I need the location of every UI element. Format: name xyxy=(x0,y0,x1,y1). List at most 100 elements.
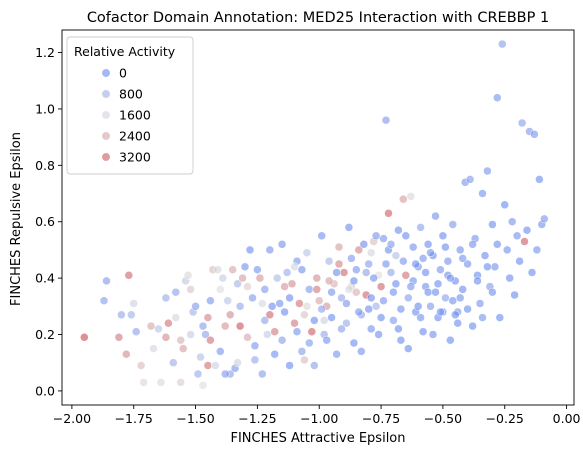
data-point xyxy=(502,245,512,255)
data-point xyxy=(183,271,193,280)
data-point xyxy=(406,192,416,201)
data-point xyxy=(302,248,312,257)
data-point xyxy=(250,355,260,365)
data-point xyxy=(275,299,284,308)
legend-label: 800 xyxy=(119,87,143,102)
data-point xyxy=(193,369,203,379)
data-point xyxy=(354,245,364,255)
data-point xyxy=(451,310,460,320)
data-point xyxy=(270,327,279,336)
legend-marker xyxy=(101,89,111,99)
data-point xyxy=(495,313,505,322)
data-point xyxy=(468,240,477,249)
data-point xyxy=(431,287,440,297)
data-point xyxy=(265,310,275,320)
data-point xyxy=(376,282,386,291)
data-point xyxy=(102,276,111,286)
data-point xyxy=(191,302,200,311)
points-layer xyxy=(80,39,549,390)
data-point xyxy=(465,175,475,184)
data-point xyxy=(357,347,366,356)
data-point xyxy=(327,287,336,297)
data-point xyxy=(352,287,361,297)
data-point xyxy=(243,282,252,291)
data-point xyxy=(272,273,282,283)
data-point xyxy=(413,302,423,311)
y-tick-label: 0.4 xyxy=(35,271,55,286)
data-point xyxy=(277,335,287,345)
y-tick-label: 0.2 xyxy=(35,327,55,342)
data-point xyxy=(317,304,326,314)
data-point xyxy=(366,248,376,257)
data-point xyxy=(463,259,472,269)
data-point xyxy=(127,310,136,320)
data-point xyxy=(483,166,492,176)
data-point xyxy=(146,321,156,331)
legend-label: 0 xyxy=(119,66,127,81)
data-point xyxy=(443,256,453,266)
data-point xyxy=(446,273,455,283)
data-point xyxy=(211,361,220,370)
data-point xyxy=(344,223,354,232)
data-point xyxy=(384,209,393,218)
data-point xyxy=(436,307,445,317)
data-point xyxy=(129,299,138,308)
data-point xyxy=(391,251,401,260)
data-point xyxy=(364,304,373,314)
data-point xyxy=(332,268,341,277)
data-point xyxy=(386,268,396,277)
data-point xyxy=(198,321,208,331)
data-point xyxy=(458,285,467,294)
data-point xyxy=(310,316,319,325)
data-point xyxy=(255,273,265,283)
data-point xyxy=(379,234,388,243)
data-point xyxy=(233,279,242,289)
data-point xyxy=(238,273,247,283)
data-point xyxy=(488,220,497,229)
data-point xyxy=(280,307,289,317)
data-point xyxy=(515,256,524,266)
data-point xyxy=(381,259,391,269)
data-point xyxy=(463,304,472,314)
data-point xyxy=(245,245,255,255)
data-point xyxy=(369,273,378,283)
plot-frame xyxy=(61,29,575,406)
data-point xyxy=(282,268,292,277)
data-point xyxy=(307,327,317,336)
data-point xyxy=(386,240,396,249)
data-point xyxy=(297,265,307,274)
data-point xyxy=(418,327,428,336)
data-point xyxy=(198,381,208,390)
data-point xyxy=(416,223,425,232)
data-point xyxy=(216,347,225,356)
data-point xyxy=(401,271,411,280)
data-point xyxy=(223,296,232,305)
data-point xyxy=(319,316,329,325)
data-point xyxy=(448,296,458,305)
data-point xyxy=(426,248,435,257)
data-point xyxy=(530,130,539,139)
y-axis-label: FINCHES Repulsive Epsilon xyxy=(9,132,24,306)
data-point xyxy=(156,378,166,387)
data-point xyxy=(292,327,302,336)
data-point xyxy=(399,256,408,266)
y-axis: 0.0 0.2 0.4 0.6 0.8 1.0 1.2 xyxy=(35,45,62,398)
data-point xyxy=(322,335,331,345)
data-point xyxy=(458,254,467,263)
data-point xyxy=(203,313,213,322)
data-point xyxy=(366,293,376,303)
x-tick-label: 0.00 xyxy=(553,411,581,426)
data-point xyxy=(164,318,173,328)
data-point xyxy=(522,225,532,235)
data-point xyxy=(280,282,289,291)
data-point xyxy=(248,293,257,303)
data-point xyxy=(235,302,245,311)
data-point xyxy=(505,273,514,283)
data-point xyxy=(342,318,351,328)
legend-marker xyxy=(101,131,111,141)
data-point xyxy=(317,231,326,241)
data-point xyxy=(171,313,181,322)
data-point xyxy=(478,189,487,198)
legend-marker xyxy=(101,68,111,78)
data-point xyxy=(493,93,502,102)
